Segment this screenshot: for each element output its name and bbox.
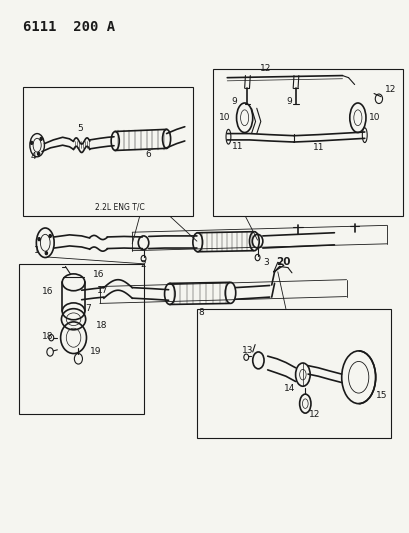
- Ellipse shape: [45, 252, 47, 255]
- Ellipse shape: [38, 238, 40, 241]
- Text: 1: 1: [34, 246, 40, 255]
- Text: 11: 11: [231, 142, 243, 151]
- Text: 12: 12: [259, 64, 271, 73]
- Ellipse shape: [40, 138, 42, 140]
- Text: 17: 17: [97, 286, 108, 295]
- Text: 10: 10: [218, 113, 229, 122]
- Text: 18: 18: [96, 321, 107, 330]
- Text: 19: 19: [90, 348, 101, 357]
- Text: 2: 2: [140, 261, 146, 269]
- Text: 12: 12: [384, 85, 396, 94]
- Text: 6: 6: [145, 150, 151, 159]
- Text: 12: 12: [308, 410, 319, 419]
- Text: 3: 3: [262, 258, 268, 267]
- Text: 20: 20: [276, 257, 290, 267]
- Ellipse shape: [30, 141, 33, 144]
- Text: 10: 10: [368, 113, 380, 122]
- Text: 4: 4: [30, 152, 36, 161]
- Text: 13: 13: [241, 346, 253, 356]
- Text: 15: 15: [375, 391, 387, 400]
- Text: 16: 16: [93, 270, 105, 279]
- Text: 9: 9: [285, 98, 291, 107]
- Text: 11: 11: [312, 143, 324, 152]
- Text: 8: 8: [198, 309, 203, 318]
- Text: 18: 18: [42, 332, 54, 341]
- Text: 16: 16: [42, 287, 54, 296]
- Ellipse shape: [49, 235, 51, 238]
- Ellipse shape: [37, 152, 40, 156]
- Text: 9: 9: [231, 98, 236, 107]
- Text: 6111  200 A: 6111 200 A: [23, 20, 115, 34]
- Text: 14: 14: [283, 384, 295, 393]
- Text: 5: 5: [77, 124, 83, 133]
- Text: 2.2L ENG T/C: 2.2L ENG T/C: [95, 203, 145, 212]
- Text: 7: 7: [85, 304, 90, 313]
